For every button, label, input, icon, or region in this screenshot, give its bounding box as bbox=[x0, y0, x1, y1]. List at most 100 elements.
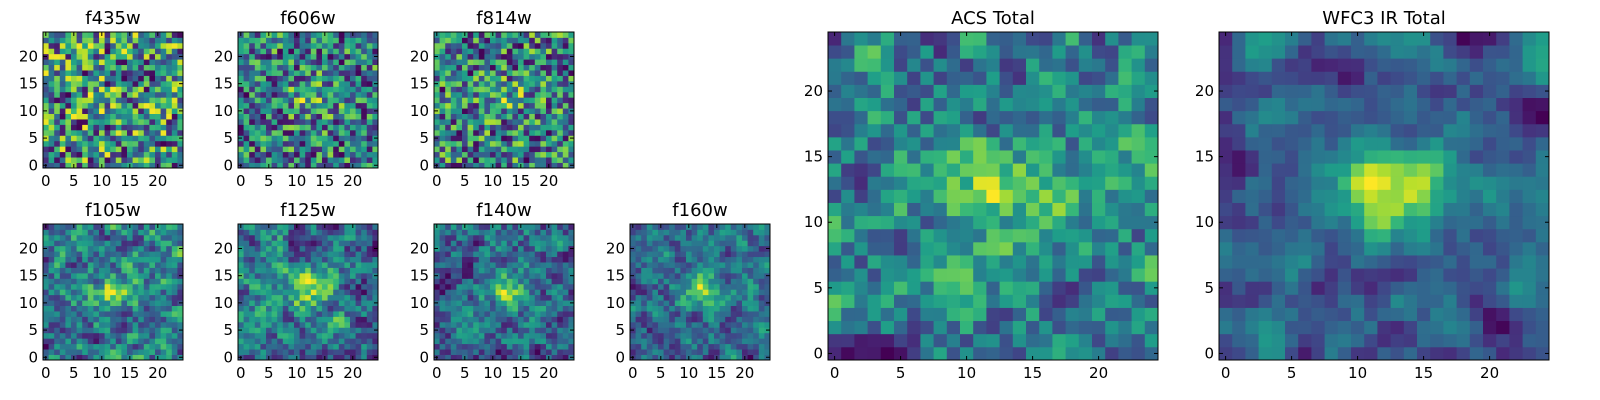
heatmap-cell bbox=[288, 300, 295, 306]
heatmap-cell bbox=[523, 140, 530, 147]
heatmap-cell bbox=[127, 80, 133, 87]
heatmap-cell bbox=[551, 124, 558, 131]
heatmap-cell bbox=[327, 229, 334, 236]
heatmap-cell bbox=[282, 75, 289, 82]
heatmap-cell bbox=[635, 327, 642, 334]
heatmap-cell bbox=[546, 80, 552, 87]
heatmap-cell bbox=[254, 294, 261, 301]
heatmap-cell bbox=[305, 32, 312, 38]
heatmap-cell bbox=[747, 349, 754, 355]
heatmap-cell bbox=[294, 80, 300, 87]
heatmap-cell bbox=[450, 162, 457, 169]
heatmap-cell bbox=[663, 267, 670, 274]
heatmap-cell bbox=[344, 349, 351, 355]
heatmap-cell bbox=[518, 37, 524, 44]
heatmap-cell bbox=[562, 305, 569, 312]
heatmap-cell bbox=[450, 224, 457, 230]
heatmap-cell bbox=[350, 75, 356, 82]
heatmap-cell bbox=[149, 140, 156, 147]
heatmap-cell bbox=[316, 262, 323, 268]
heatmap-cell bbox=[518, 64, 524, 71]
heatmap-cell bbox=[305, 245, 312, 252]
heatmap-cell bbox=[484, 289, 491, 296]
heatmap-cell bbox=[663, 251, 670, 258]
heatmap-cell bbox=[327, 267, 334, 274]
heatmap-cell bbox=[333, 59, 340, 66]
heatmap-cell bbox=[155, 70, 161, 76]
heatmap-cell bbox=[82, 119, 89, 125]
heatmap-cell bbox=[299, 70, 306, 76]
heatmap-cell bbox=[867, 320, 882, 335]
heatmap-cell bbox=[490, 343, 496, 350]
heatmap-cell bbox=[366, 80, 373, 87]
heatmap-cell bbox=[557, 343, 564, 350]
heatmap-cell bbox=[59, 86, 66, 93]
heatmap-cell bbox=[322, 135, 328, 142]
heatmap-cell bbox=[646, 283, 653, 290]
heatmap-cell bbox=[478, 343, 485, 350]
heatmap-cell bbox=[160, 151, 167, 158]
heatmap-cell bbox=[177, 332, 184, 339]
heatmap-cell bbox=[445, 305, 452, 312]
heatmap-cell bbox=[76, 113, 83, 120]
heatmap-cell bbox=[59, 124, 66, 131]
heatmap-cell bbox=[680, 283, 687, 290]
heatmap-cell bbox=[473, 162, 480, 169]
heatmap-cell bbox=[518, 124, 524, 131]
heatmap-cell bbox=[333, 86, 340, 93]
heatmap-cell bbox=[333, 224, 340, 230]
heatmap-cell bbox=[523, 37, 530, 44]
heatmap-cell bbox=[1131, 189, 1146, 203]
heatmap-cell bbox=[350, 37, 356, 44]
heatmap-cell bbox=[115, 321, 122, 328]
heatmap-cell bbox=[562, 53, 569, 60]
heatmap-cell bbox=[478, 272, 485, 279]
heatmap-cell bbox=[708, 343, 715, 350]
heatmap-cell bbox=[456, 48, 463, 55]
heatmap-cell bbox=[512, 124, 519, 131]
heatmap-cell bbox=[171, 64, 178, 71]
heatmap-cell bbox=[305, 311, 312, 317]
heatmap-cell bbox=[310, 70, 317, 76]
heatmap-cell bbox=[254, 113, 261, 120]
heatmap-cell bbox=[260, 129, 267, 136]
heatmap-cell bbox=[568, 151, 575, 158]
heatmap-cell bbox=[674, 327, 681, 334]
heatmap-cell bbox=[1039, 346, 1053, 361]
heatmap-cell bbox=[434, 343, 440, 350]
heatmap-cell bbox=[669, 283, 676, 290]
heatmap-cell bbox=[266, 119, 272, 125]
heatmap-cell bbox=[327, 245, 334, 252]
heatmap-cell bbox=[82, 240, 89, 247]
heatmap-cell bbox=[529, 294, 536, 301]
heatmap-cell bbox=[155, 42, 161, 49]
heatmap-cell bbox=[115, 316, 122, 323]
heatmap-cell bbox=[512, 332, 519, 339]
heatmap-cell bbox=[1026, 307, 1040, 322]
heatmap-cell bbox=[663, 234, 670, 241]
heatmap-cell bbox=[132, 102, 139, 109]
heatmap-cell bbox=[490, 262, 496, 268]
heatmap-cell bbox=[238, 113, 244, 120]
heatmap-cell bbox=[143, 256, 150, 263]
heatmap-cell bbox=[305, 343, 312, 350]
heatmap-cell bbox=[506, 229, 513, 236]
heatmap-cell bbox=[467, 224, 474, 230]
heatmap-cell bbox=[540, 256, 547, 263]
heatmap-cell bbox=[697, 343, 704, 350]
heatmap-cell bbox=[652, 343, 659, 350]
heatmap-cell bbox=[260, 229, 267, 236]
heatmap-cell bbox=[630, 349, 636, 355]
heatmap-cell bbox=[730, 256, 737, 263]
heatmap-cell bbox=[456, 240, 463, 247]
heatmap-cell bbox=[434, 124, 440, 131]
heatmap-cell bbox=[155, 272, 161, 279]
heatmap-cell bbox=[243, 305, 250, 312]
heatmap-cell bbox=[361, 113, 368, 120]
heatmap-cell bbox=[518, 316, 524, 323]
heatmap-cell bbox=[568, 343, 575, 350]
panel-title: f606w bbox=[280, 8, 335, 29]
heatmap-cell bbox=[1039, 163, 1053, 177]
heatmap-cell bbox=[355, 146, 362, 153]
heatmap-cell bbox=[714, 240, 720, 247]
